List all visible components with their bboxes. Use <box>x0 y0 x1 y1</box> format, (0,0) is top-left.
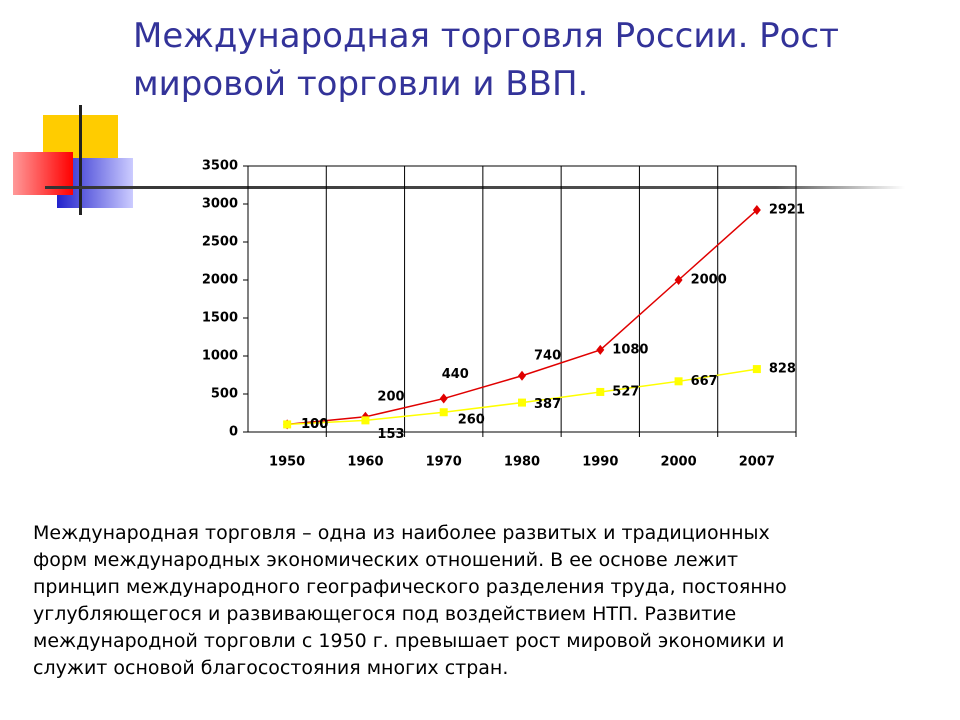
data-label: 1080 <box>612 342 648 357</box>
marker <box>674 377 683 386</box>
marker <box>283 420 292 429</box>
marker <box>596 344 605 355</box>
y-tick-label: 500 <box>211 387 238 402</box>
deco-vline <box>79 105 82 215</box>
body-line: служит основой благосостояния многих стр… <box>33 657 509 679</box>
marker <box>518 370 526 381</box>
series-line <box>287 209 758 426</box>
data-label: 100 <box>301 417 328 432</box>
y-tick-label: 3000 <box>202 197 238 212</box>
data-label: 667 <box>691 374 718 389</box>
data-label: 260 <box>458 413 485 428</box>
x-tick-label: 1960 <box>347 455 383 470</box>
x-tick-label: 2000 <box>660 455 696 470</box>
x-tick-label: 1990 <box>582 455 618 470</box>
x-tick-label: 2007 <box>739 455 775 470</box>
body-line: углубляющегося и развивающегося под возд… <box>33 603 737 625</box>
y-tick-label: 3500 <box>202 159 238 174</box>
data-label: 740 <box>534 348 561 363</box>
marker <box>518 398 526 407</box>
data-label: 200 <box>377 389 404 404</box>
slide-title: Международная торговля России. Рост миров… <box>133 12 839 108</box>
y-tick-label: 1000 <box>202 349 238 364</box>
y-tick-label: 0 <box>229 425 238 440</box>
data-label: 527 <box>612 384 639 399</box>
body-line: принцип международного географического р… <box>33 576 787 598</box>
deco-hline <box>45 186 905 189</box>
x-tick-label: 1950 <box>269 455 305 470</box>
plot: 0 500 1000 1500 2000 2500 3000 3500 1950 1960 1970… <box>202 159 805 470</box>
data-label: 2921 <box>769 203 805 218</box>
data-label: 387 <box>534 397 561 412</box>
title-line: Международная торговля России. Рост <box>133 16 839 56</box>
y-tick-label: 2500 <box>202 235 238 250</box>
data-label: 100 <box>301 417 328 432</box>
title-line: мировой торговли и ВВП. <box>133 64 589 104</box>
marker <box>439 393 448 404</box>
x-tick-label: 1970 <box>426 455 462 470</box>
y-tick-label: 2000 <box>202 273 238 288</box>
body-line: Международная торговля – одна из наиболе… <box>33 522 770 544</box>
x-tick-label: 1980 <box>504 455 540 470</box>
data-label: 2000 <box>691 273 727 288</box>
body-line: международной торговли с 1950 г. превыша… <box>33 630 785 652</box>
marker <box>361 416 370 425</box>
plot-frame <box>247 165 797 433</box>
y-tick-label: 1500 <box>202 311 238 326</box>
marker <box>596 387 605 396</box>
slide-body: Международная торговля – одна из наиболе… <box>33 520 787 682</box>
data-label: 440 <box>442 367 469 382</box>
body-line: форм международных экономических отношен… <box>33 549 739 571</box>
marker <box>674 275 683 285</box>
data-label: 828 <box>769 362 796 377</box>
marker <box>752 205 761 216</box>
marker <box>752 365 761 374</box>
data-label: 153 <box>377 427 404 442</box>
marker <box>439 408 448 417</box>
